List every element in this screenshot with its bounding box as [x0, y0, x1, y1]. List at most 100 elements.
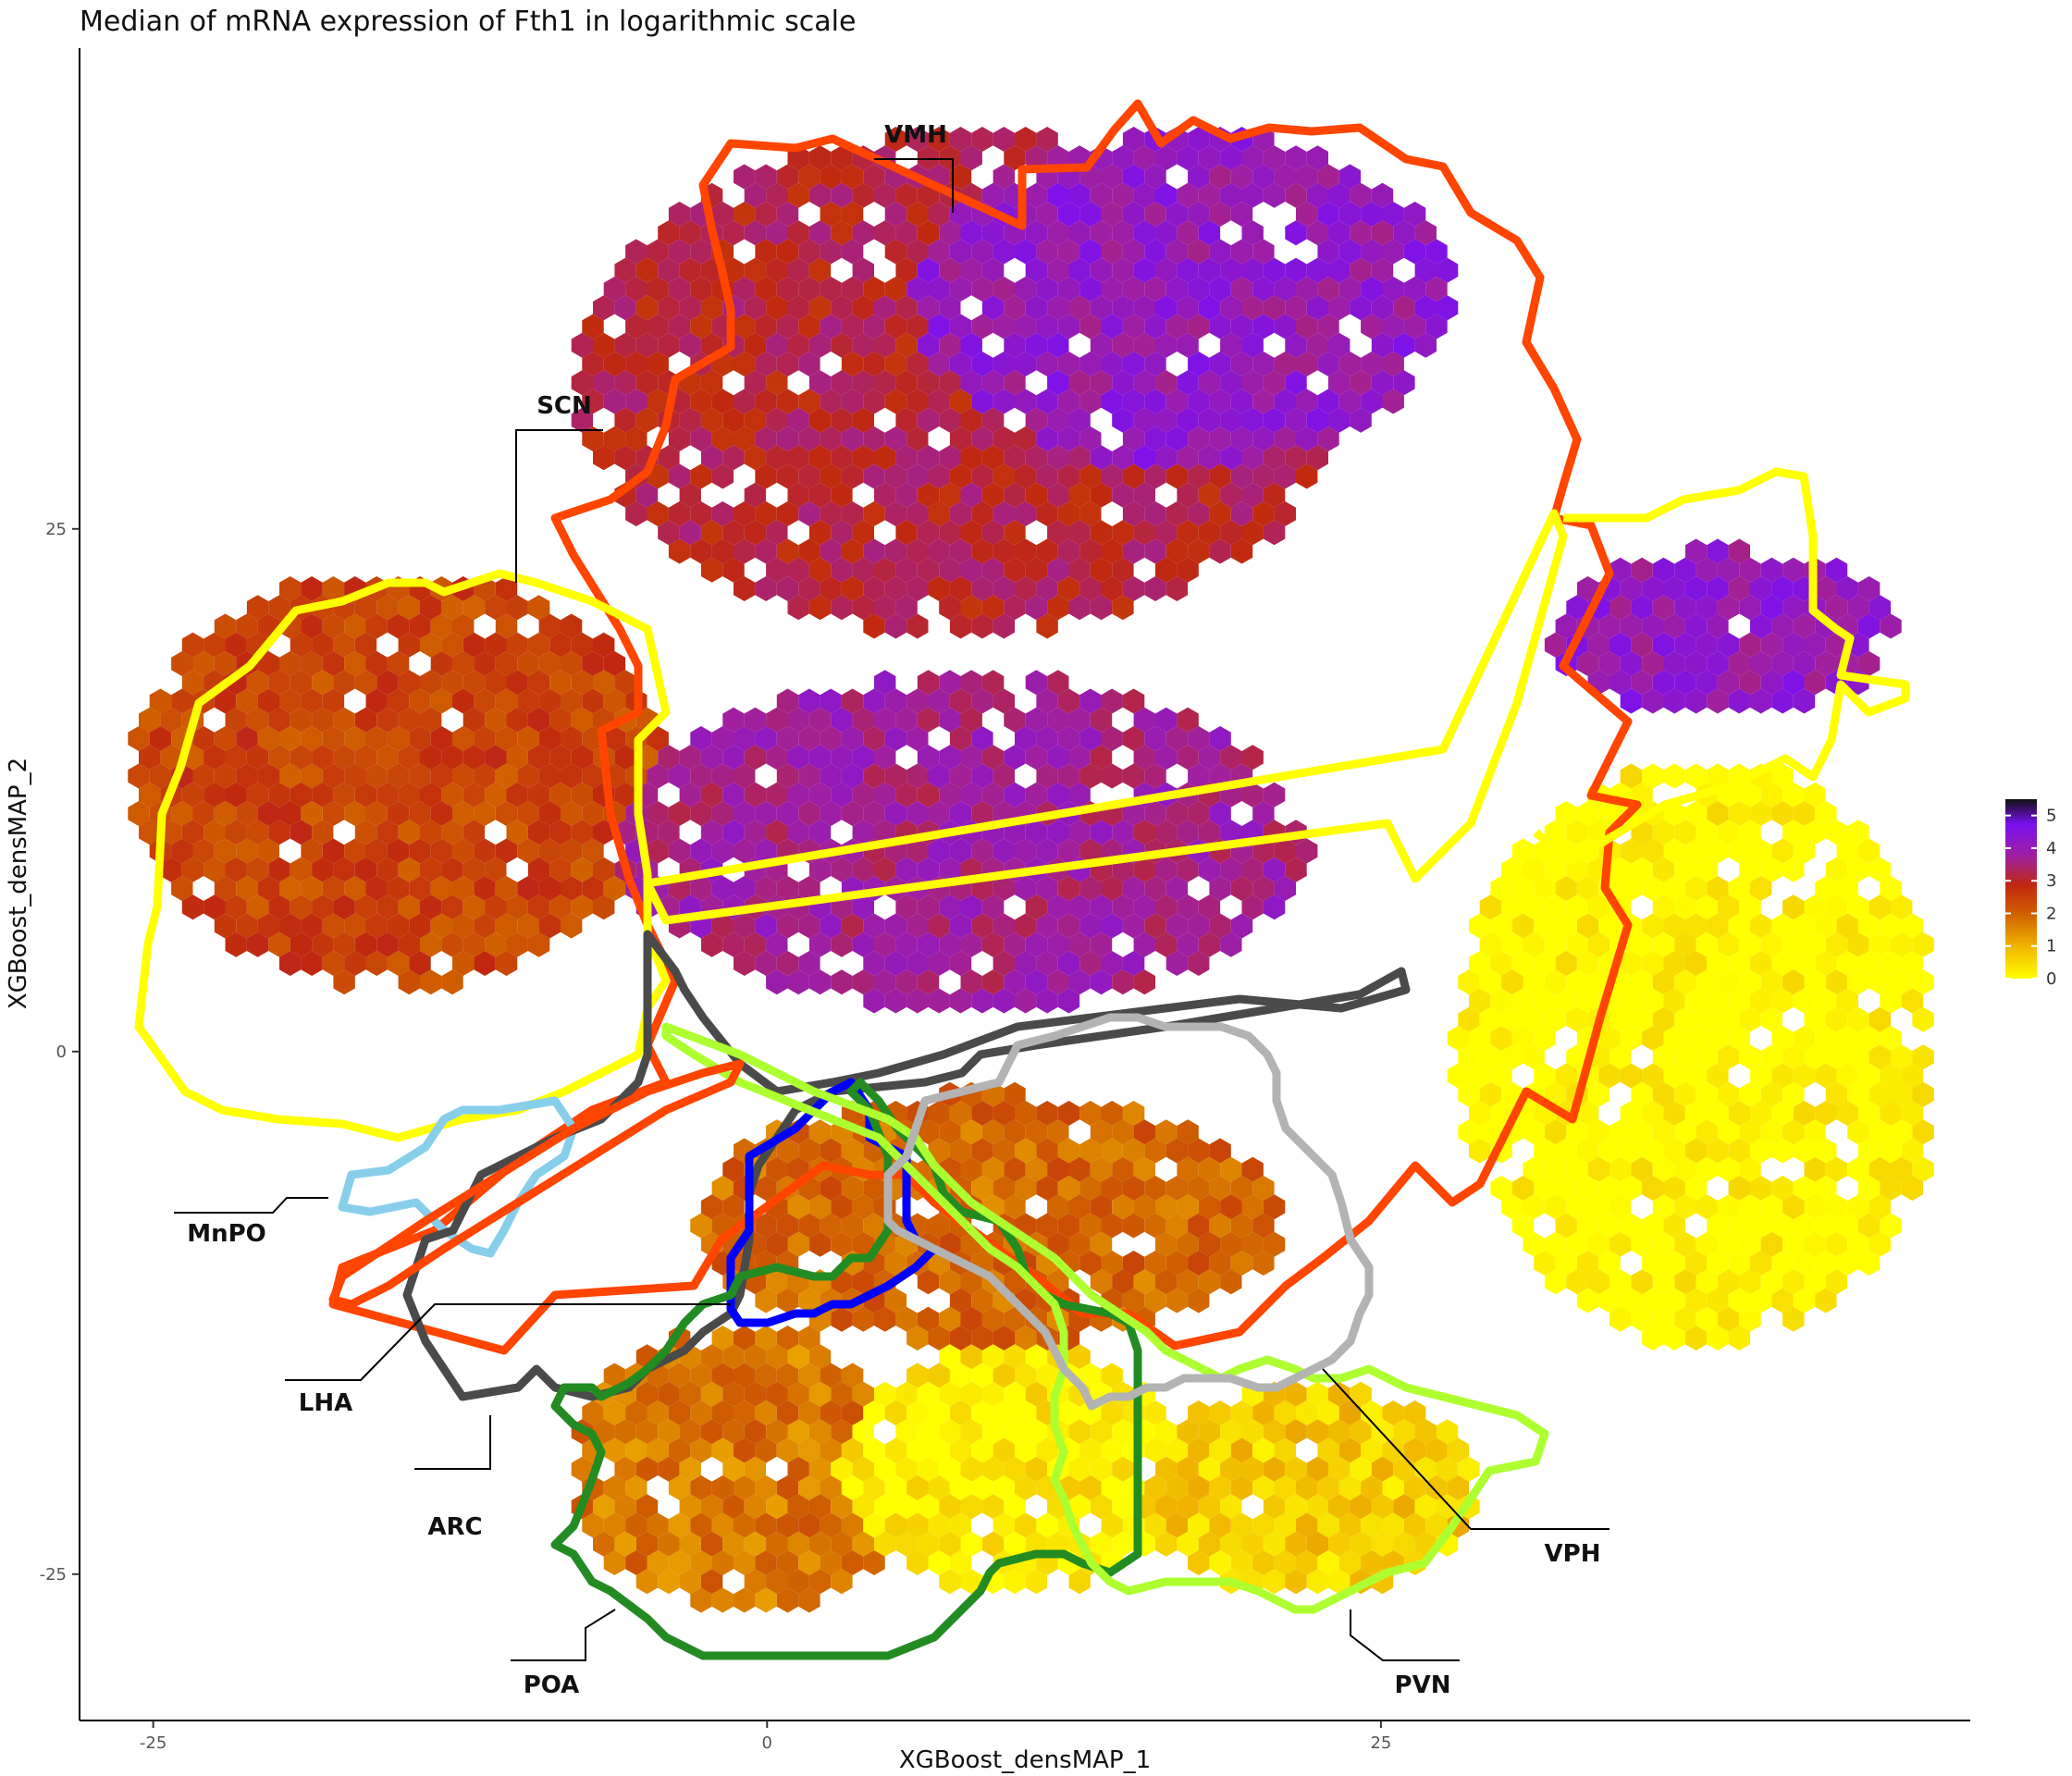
hex-cell — [561, 876, 583, 901]
hex-cell — [1241, 745, 1264, 771]
hex-cell — [474, 913, 496, 939]
hex-cell — [430, 838, 452, 864]
hex-cell — [668, 277, 691, 302]
hex-cell — [1166, 463, 1189, 489]
hex-cell — [1479, 1044, 1502, 1070]
hex-cell — [1642, 838, 1664, 864]
hex-cell — [257, 651, 279, 676]
hex-cell — [1620, 1288, 1643, 1314]
hex-cell — [474, 763, 496, 789]
hex-cell — [755, 463, 777, 489]
hex-cell — [635, 1381, 659, 1407]
hex-cell — [1836, 913, 1858, 939]
hex-cell — [1868, 595, 1891, 621]
hex-cell — [1101, 1512, 1123, 1538]
hex-cell — [917, 857, 940, 882]
hex-cell — [722, 707, 745, 733]
hex-cell — [1566, 1044, 1588, 1070]
hex-cell — [1166, 913, 1189, 939]
hex-cell — [1576, 801, 1599, 826]
hex-cell — [1317, 1437, 1339, 1463]
hex-cell — [1728, 951, 1750, 976]
hex-cell — [1836, 576, 1858, 601]
hex-cell — [798, 1213, 820, 1239]
hex-cell — [1642, 1063, 1664, 1089]
hex-cell — [365, 801, 388, 826]
hex-cell — [301, 688, 323, 714]
hex-cell — [1112, 1456, 1134, 1482]
hex-cell — [647, 314, 669, 339]
hex-cell — [1793, 1063, 1816, 1089]
hex-cell — [863, 1550, 885, 1575]
hex-cell — [895, 857, 918, 882]
hex-cell — [949, 426, 972, 451]
hex-cell — [452, 763, 475, 789]
hex-cell — [1036, 501, 1058, 526]
hex-cell — [1252, 314, 1275, 339]
hex-cell — [993, 688, 1015, 714]
hex-cell — [1642, 951, 1664, 976]
hex-cell — [1880, 1176, 1902, 1201]
hex-cell — [852, 969, 874, 995]
hex-cell — [895, 1531, 918, 1557]
hex-cell — [960, 1381, 982, 1407]
hex-cell — [1068, 1194, 1091, 1220]
hex-cell — [949, 1550, 972, 1575]
hex-cell — [246, 894, 269, 920]
hex-cell — [387, 913, 410, 939]
hex-cell — [1209, 388, 1231, 414]
hex-cell — [884, 726, 907, 751]
hex-cell — [1825, 595, 1848, 621]
hex-cell — [593, 445, 615, 471]
hex-cell — [820, 388, 842, 414]
hex-cell — [928, 1326, 950, 1350]
hex-cell — [787, 1381, 809, 1407]
hex-cell — [917, 332, 940, 358]
hex-cell — [679, 1531, 701, 1557]
hex-cell — [1739, 1006, 1761, 1032]
hex-cell — [1220, 820, 1242, 845]
hex-cell — [1296, 1550, 1318, 1575]
hex-cell — [333, 894, 355, 920]
hex-cell — [1544, 1006, 1567, 1032]
hex-cell — [1717, 670, 1740, 696]
hex-cell — [1857, 1101, 1881, 1126]
hex-cell — [1252, 1400, 1275, 1425]
hex-cell — [1511, 876, 1535, 901]
hex-cell — [1144, 352, 1166, 376]
hex-cell — [204, 782, 226, 808]
hex-cell — [1090, 1194, 1113, 1220]
hex-cell — [365, 913, 388, 939]
hex-cell — [1437, 1419, 1459, 1445]
hex-cell — [668, 463, 691, 489]
hex-cell — [204, 745, 226, 771]
hex-cell — [462, 820, 486, 845]
hex-cell — [1263, 857, 1286, 882]
hex-cell — [1458, 1081, 1480, 1107]
hex-cell — [1090, 707, 1113, 733]
hex-cell — [1317, 239, 1339, 265]
hex-cell — [1717, 1194, 1740, 1220]
hex-cell — [1847, 1081, 1869, 1107]
hex-cell — [895, 407, 918, 433]
hex-cell — [766, 1269, 788, 1295]
hex-cell — [452, 801, 475, 826]
hex-cell — [1760, 1044, 1783, 1070]
hex-cell — [1490, 1101, 1512, 1126]
hex-cell — [301, 613, 323, 639]
hex-cell — [939, 1494, 961, 1520]
hex-cell — [1306, 407, 1328, 433]
hex-cell — [322, 651, 345, 676]
hex-cell — [1068, 557, 1091, 583]
hex-cell — [1684, 576, 1708, 601]
hex-cell — [1696, 1081, 1718, 1107]
hex-cell — [1047, 670, 1069, 696]
hex-cell — [1610, 1119, 1632, 1145]
hex-cell — [798, 576, 820, 601]
hex-cell — [1209, 501, 1231, 526]
hex-cell — [1166, 1437, 1189, 1463]
hex-cell — [906, 613, 929, 639]
hex-cell — [354, 745, 377, 771]
hex-cell — [917, 1119, 940, 1145]
